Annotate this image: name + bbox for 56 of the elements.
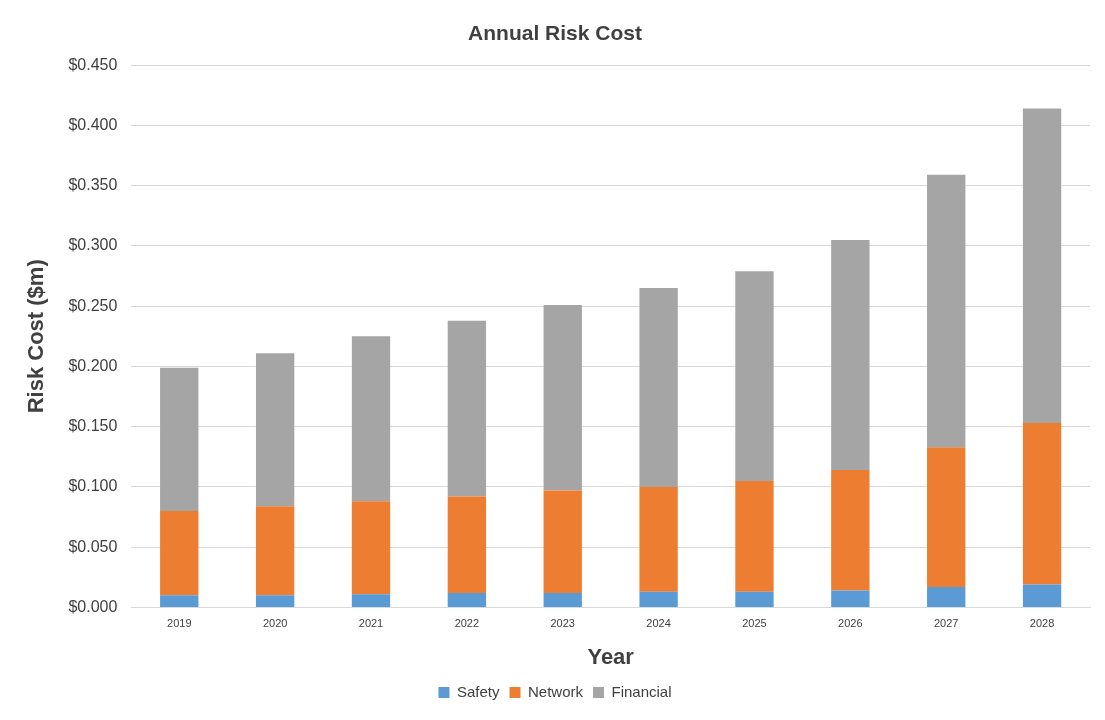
bar [735,480,774,592]
bar [351,501,391,595]
y-tick-label: $0.050 [68,537,118,555]
bar [735,591,774,607]
bar [447,592,487,607]
bar [351,594,391,607]
x-tick-label: 2023 [550,617,575,630]
y-tick-label: $0.000 [68,597,118,615]
x-tick-label: 2024 [646,617,671,630]
x-tick-label: 2028 [1029,617,1055,630]
x-tick-label: 2022 [454,617,480,630]
bar [543,592,582,607]
y-tick-label: $0.150 [68,417,118,435]
y-axis-title: Risk Cost ($m) [23,259,49,414]
x-tick-label: 2020 [262,617,288,630]
y-tick-label: $0.350 [68,176,118,194]
x-tick-label: 2027 [933,617,959,630]
legend-label: Safety [456,682,500,700]
bar [639,486,678,592]
bar [543,490,582,593]
chart-title: Annual Risk Cost [468,21,642,45]
legend-label: Network [527,682,584,700]
y-tick-label: $0.200 [68,356,118,374]
x-tick-label: 2026 [838,617,863,630]
bar [351,336,391,502]
x-tick-label: 2025 [742,617,767,630]
x-tick-label: 2019 [167,617,192,630]
bar [735,271,774,481]
bar [255,506,295,596]
bar [255,353,295,507]
bar [160,511,199,596]
bar [160,595,199,607]
y-tick-label: $0.300 [68,236,118,254]
bar [927,174,966,448]
y-tick-label: $0.400 [68,115,118,133]
bar [927,447,966,587]
x-tick-label: 2021 [358,617,384,630]
bar [831,590,870,607]
x-axis-title: Year [587,643,635,669]
y-tick-label: $0.250 [68,296,118,314]
bar [927,586,966,607]
bar [639,288,678,487]
bar [1022,108,1062,424]
bar [831,470,870,591]
bar [1022,584,1062,607]
legend-label: Financial [611,682,672,700]
bar [255,595,295,607]
bar [447,496,487,593]
bar [447,320,487,497]
bar [639,591,678,607]
bar [543,304,582,491]
y-tick-label: $0.100 [68,477,118,495]
bar [160,367,199,512]
bar [1022,423,1062,585]
y-tick-label: $0.450 [68,55,118,73]
bar [831,239,870,471]
